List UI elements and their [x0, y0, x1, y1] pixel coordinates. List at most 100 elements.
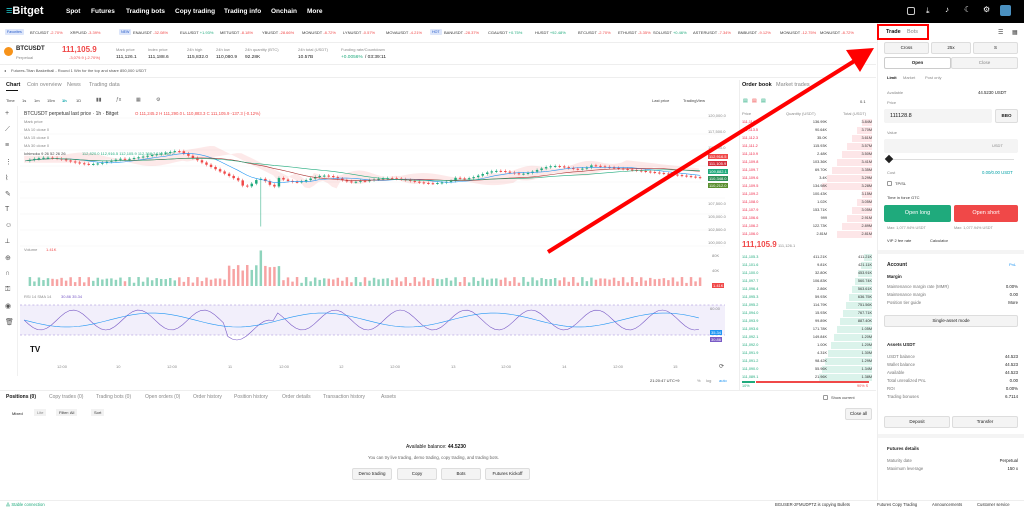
log-toggle[interactable]: log: [706, 378, 712, 383]
tab-positions[interactable]: Positions (0): [6, 394, 37, 400]
book-asks-icon[interactable]: ▤: [752, 98, 757, 104]
close-tab-button[interactable]: Close: [951, 57, 1018, 69]
book-bids-icon[interactable]: ▤: [761, 98, 766, 104]
bid-row[interactable]: 111,105.3 411.21K 411.21K: [742, 254, 872, 261]
reset-icon[interactable]: ⟳: [719, 364, 725, 370]
tab-position-history[interactable]: Position history: [234, 394, 268, 400]
tab-coin-overview[interactable]: Coin overview: [27, 82, 62, 88]
tab-trade[interactable]: Trade: [886, 29, 901, 35]
ticker-item[interactable]: BTCUSDT -2.70%: [578, 30, 611, 35]
futures-kickoff-button[interactable]: Futures Kickoff: [485, 468, 530, 480]
price-chart[interactable]: [20, 108, 725, 358]
ask-row[interactable]: 111,113.5 90.64K 3.70M: [742, 127, 872, 134]
bid-row[interactable]: 111,097.7 106.83K 560.74K: [742, 278, 872, 285]
nav-more[interactable]: More: [307, 8, 323, 15]
chart-type-icon[interactable]: ▮▮: [96, 97, 102, 103]
indicator-label[interactable]: MA 10 close 0: [24, 127, 50, 132]
favorites-badge[interactable]: Favorites: [5, 29, 24, 35]
demo-trading-button[interactable]: Demo trading: [352, 468, 392, 480]
order-type-post-only[interactable]: Post only: [925, 75, 942, 80]
nav-onchain[interactable]: Onchain: [271, 8, 298, 15]
ask-row[interactable]: 111,106.0 2.81M 2.81M: [742, 231, 872, 238]
ticker-item[interactable]: XRPUSD -3.39%: [70, 30, 101, 35]
bid-row[interactable]: 111,100.0 32.80K 453.91K: [742, 270, 872, 277]
tf-time[interactable]: Time: [6, 98, 15, 103]
ask-row[interactable]: 111,109.6 3.4K 3.29M: [742, 175, 872, 182]
auto-toggle[interactable]: auto: [719, 378, 727, 383]
tab-chart[interactable]: Chart: [6, 82, 21, 88]
ticker-item[interactable]: BTCUSDT -2.70%: [30, 30, 63, 35]
ask-row[interactable]: 111,114.5 136.99K 3.84M: [742, 119, 872, 126]
layout-icon[interactable]: ▦: [136, 97, 141, 103]
bid-row[interactable]: 111,095.2 114.79K 751.56K: [742, 302, 872, 309]
footer-link[interactable]: Announcements: [932, 502, 963, 507]
ticker-item[interactable]: METUSDT -8.18%: [220, 30, 254, 35]
ask-row[interactable]: 111,111.2 115.93K 3.57M: [742, 143, 872, 150]
list-icon[interactable]: ☰: [998, 30, 1004, 36]
tf-1h[interactable]: 1h: [62, 98, 67, 103]
ruler-icon[interactable]: ⟂: [5, 238, 10, 245]
ask-row[interactable]: 111,110.9 2.48K 3.50M: [742, 151, 872, 158]
tab-copy-trades[interactable]: Copy trades (0): [49, 394, 84, 400]
tradingview-select[interactable]: TradingView: [683, 98, 706, 103]
crosshair-icon[interactable]: +: [5, 110, 10, 117]
tick-size-select[interactable]: 0.1: [860, 99, 866, 104]
ticker-item[interactable]: MONUSDT -8.72%: [302, 30, 336, 35]
download-icon[interactable]: ⤓: [926, 6, 930, 15]
tab-market-trades[interactable]: Market trades: [776, 82, 810, 88]
ask-row[interactable]: 111,112.3 35.0K 3.61M: [742, 135, 872, 142]
value-input[interactable]: [884, 139, 1018, 153]
zoom-icon[interactable]: ⊕: [5, 255, 11, 262]
bid-row[interactable]: 111,091.9 4.31K 1.30M: [742, 350, 872, 357]
calculator-icon[interactable]: ▦: [1012, 30, 1018, 36]
indicator-label[interactable]: MA 30 close 0: [24, 143, 50, 148]
copy-button[interactable]: Copy: [397, 468, 437, 480]
indicator-label[interactable]: Ichimoku 9 26 52 26 26: [24, 151, 66, 156]
open-long-button[interactable]: Open long: [884, 205, 951, 222]
tf-15m[interactable]: 15m: [47, 98, 55, 103]
ticker-item[interactable]: MONUSDT -8.72%: [820, 30, 854, 35]
ticker-item[interactable]: ASTERUSDT -7.34%: [693, 30, 731, 35]
amount-slider[interactable]: [888, 159, 1014, 160]
trash-icon[interactable]: 🗑: [5, 319, 14, 326]
eye-icon[interactable]: ◉: [5, 303, 12, 310]
bid-row[interactable]: 111,092.1 149.84K 1.20M: [742, 334, 872, 341]
sort-select[interactable]: Sort: [91, 409, 105, 416]
pattern-icon[interactable]: ⌇: [5, 175, 9, 182]
tf-1m[interactable]: 1m: [34, 98, 40, 103]
symbol-name[interactable]: BTCUSDT: [16, 46, 45, 52]
deposit-button[interactable]: Deposit: [884, 416, 950, 428]
book-both-icon[interactable]: ▤: [743, 98, 748, 104]
indicator-label[interactable]: MA 15 close 0: [24, 135, 50, 140]
position-mode-button[interactable]: S: [973, 42, 1018, 54]
pnl-link[interactable]: PnL: [1009, 262, 1017, 267]
nav-spot[interactable]: Spot: [66, 8, 81, 15]
bid-row[interactable]: 111,095.3 59.93K 636.75K: [742, 294, 872, 301]
show-current-checkbox[interactable]: [823, 395, 828, 400]
bitget-logo[interactable]: ≡Bitget: [6, 5, 44, 17]
ticker-item[interactable]: BANUSDT -28.37%: [444, 30, 480, 35]
ticker-item[interactable]: HUSDT +92.48%: [535, 30, 566, 35]
pct-toggle[interactable]: %: [697, 378, 701, 383]
ask-row[interactable]: 111,109.5 134.98K 3.28M: [742, 183, 872, 190]
ask-row[interactable]: 111,109.2 100.43K 3.15M: [742, 191, 872, 198]
brush-icon[interactable]: ✎: [5, 191, 11, 198]
indicator-icon[interactable]: ƒx: [116, 97, 122, 103]
nav-trading-info[interactable]: Trading info: [224, 8, 262, 15]
bid-row[interactable]: 111,091.2 98.42K 1.29M: [742, 358, 872, 365]
ask-row[interactable]: 111,106.6 999 2.91M: [742, 215, 872, 222]
bid-row[interactable]: 111,096.4 2.86K 563.61K: [742, 286, 872, 293]
last-price-select[interactable]: Last price: [652, 98, 670, 103]
vip-fee[interactable]: VIP 2 fee rate: [887, 238, 912, 243]
footer-link[interactable]: Futures Copy Trading: [877, 502, 918, 507]
ticker-item[interactable]: SOLUSDT +0.46%: [653, 30, 687, 35]
notice-text[interactable]: Futures-Titan Basketball - Round 1 Win f…: [11, 68, 147, 73]
tf-1d[interactable]: 1D: [76, 98, 82, 103]
magnet-icon[interactable]: ∩: [5, 270, 11, 277]
single-asset-mode-button[interactable]: Single-asset mode: [884, 315, 1018, 327]
ticker-item[interactable]: MOVAUSDT -4.21%: [386, 30, 423, 35]
ask-row[interactable]: 111,106.2 122.73K 2.89M: [742, 223, 872, 230]
ticker-item[interactable]: EULUSDT +1.93%: [180, 30, 214, 35]
hline-icon[interactable]: ≡: [5, 142, 10, 149]
bid-row[interactable]: 111,093.6 171.78K 1.05M: [742, 326, 872, 333]
